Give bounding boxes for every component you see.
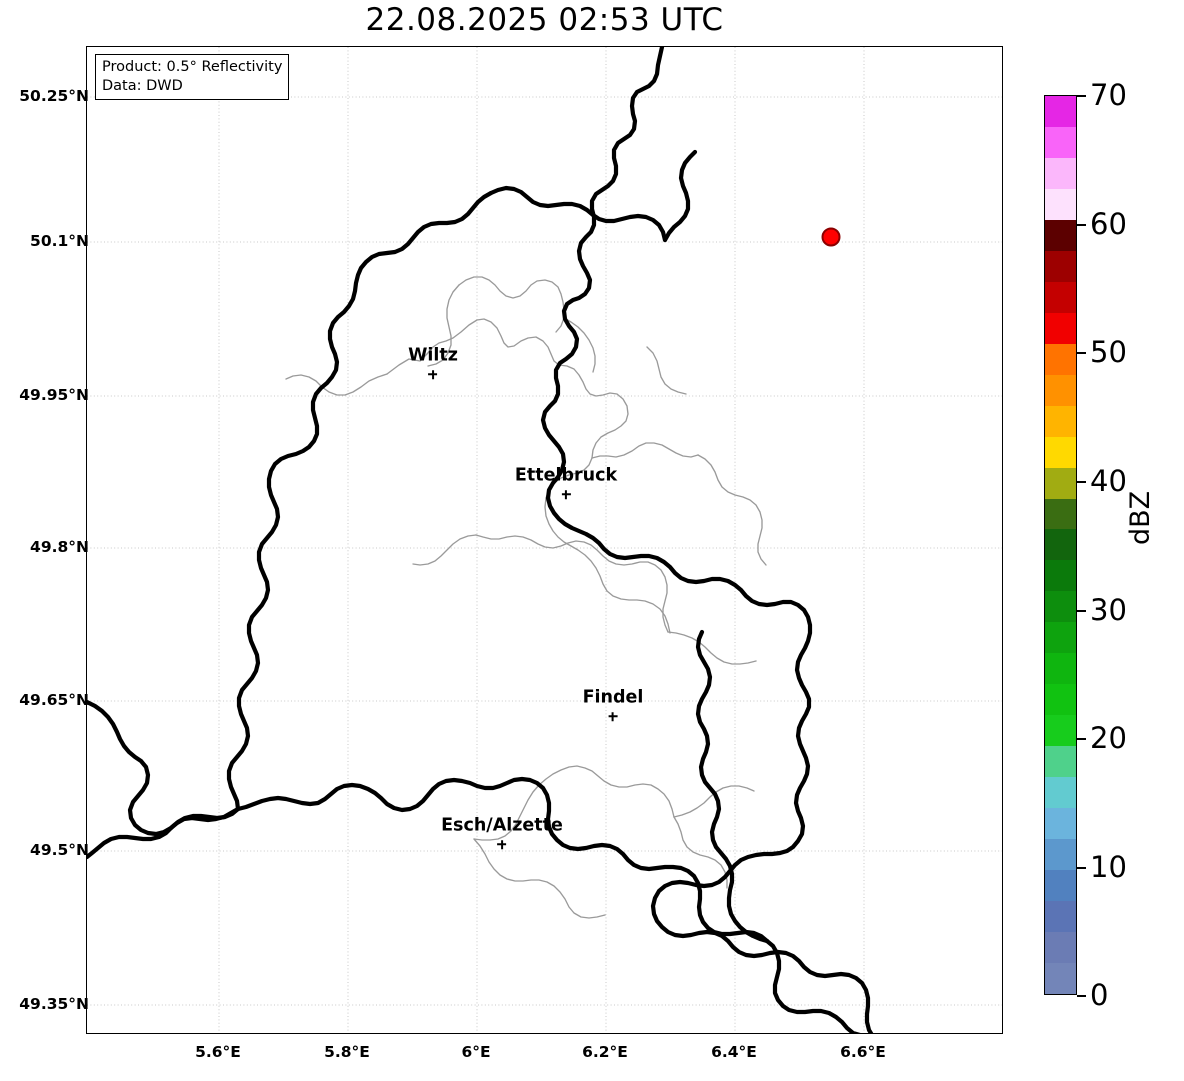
colorbar-tick-mark [1077, 738, 1086, 740]
colorbar-band [1045, 343, 1076, 375]
xtick-label: 6.2°E [582, 1043, 628, 1061]
colorbar-band [1045, 715, 1076, 747]
district-boundaries [285, 276, 767, 919]
ytick-label: 50.25°N [19, 87, 89, 105]
colorbar-tick-mark [1077, 995, 1086, 997]
city-marker-icon [428, 369, 438, 379]
city-label-esch-alzette: Esch/Alzette [441, 817, 563, 849]
info-data-line: Data: DWD [102, 77, 183, 94]
colorbar-tick-label: 10 [1090, 850, 1127, 884]
colorbar-tick-label: 60 [1090, 207, 1127, 241]
colorbar-tick-label: 30 [1090, 593, 1127, 627]
colorbar-band [1045, 963, 1076, 994]
city-name-findel: Findel [582, 687, 644, 708]
colorbar-band [1045, 560, 1076, 592]
colorbar-band [1045, 591, 1076, 623]
colorbar[interactable] [1044, 95, 1077, 995]
colorbar-tick-mark [1077, 352, 1086, 354]
city-marker-icon [497, 839, 507, 849]
info-product-line: Product: 0.5° Reflectivity [102, 59, 283, 75]
xtick-label: 5.6°E [195, 1043, 241, 1061]
colorbar-tick-label: 20 [1090, 721, 1127, 755]
city-name-ettelbruck: Ettelbruck [514, 465, 618, 486]
colorbar-band [1045, 653, 1076, 685]
colorbar-band [1045, 436, 1076, 468]
colorbar-band [1045, 95, 1076, 127]
colorbar-band [1045, 157, 1076, 189]
colorbar-band [1045, 808, 1076, 840]
colorbar-band [1045, 839, 1076, 871]
colorbar-band [1045, 777, 1076, 809]
product-info-box: Product: 0.5° Reflectivity Data: DWD [95, 54, 290, 101]
ytick-label: 49.95°N [19, 386, 89, 404]
colorbar-band [1045, 498, 1076, 530]
colorbar-band [1045, 188, 1076, 220]
city-marker-icon [561, 489, 571, 499]
colorbar-band [1045, 684, 1076, 716]
colorbar-band [1045, 901, 1076, 933]
colorbar-band [1045, 870, 1076, 902]
city-label-wiltz: Wiltz [408, 347, 458, 379]
colorbar-band [1045, 126, 1076, 158]
xtick-label: 6.6°E [840, 1043, 886, 1061]
colorbar-tick-mark [1077, 95, 1086, 97]
city-label-ettelbruck: Ettelbruck [515, 467, 617, 499]
city-marker-icon [608, 711, 618, 721]
colorbar-band [1045, 746, 1076, 778]
ytick-label: 49.35°N [19, 995, 89, 1013]
colorbar-tick-label: 0 [1090, 978, 1109, 1012]
ytick-label: 50.1°N [30, 232, 89, 250]
radar-echo-point[interactable] [821, 227, 841, 247]
page-title: 22.08.2025 02:53 UTC [365, 2, 724, 38]
colorbar-tick-label: 50 [1090, 335, 1127, 369]
colorbar-tick-mark [1077, 224, 1086, 226]
colorbar-band [1045, 622, 1076, 654]
ytick-label: 49.8°N [30, 538, 89, 556]
xtick-label: 5.8°E [324, 1043, 370, 1061]
colorbar-band [1045, 467, 1076, 499]
colorbar-band [1045, 932, 1076, 964]
map-geometry [87, 47, 1002, 1033]
colorbar-band [1045, 405, 1076, 437]
colorbar-tick-label: 70 [1090, 78, 1127, 112]
colorbar-band [1045, 374, 1076, 406]
colorbar-band [1045, 250, 1076, 282]
xtick-label: 6°E [461, 1043, 491, 1061]
colorbar-tick-label: 40 [1090, 464, 1127, 498]
colorbar-band [1045, 529, 1076, 561]
xtick-label: 6.4°E [711, 1043, 757, 1061]
colorbar-band [1045, 312, 1076, 344]
city-label-findel: Findel [582, 687, 644, 721]
colorbar-tick-mark [1077, 867, 1086, 869]
colorbar-tick-mark [1077, 481, 1086, 483]
map-gridlines [87, 47, 1002, 1033]
colorbar-tick-mark [1077, 610, 1086, 612]
city-name-wiltz: Wiltz [408, 345, 458, 366]
national-borders [87, 47, 874, 1033]
colorbar-axis-label: dBZ [1125, 490, 1156, 545]
map-plot-area[interactable]: Product: 0.5° Reflectivity Data: DWD Wil… [86, 46, 1003, 1034]
colorbar-band [1045, 219, 1076, 251]
ytick-label: 49.5°N [30, 841, 89, 859]
ytick-label: 49.65°N [19, 691, 89, 709]
colorbar-band [1045, 281, 1076, 313]
city-name-esch-alzette: Esch/Alzette [441, 815, 563, 836]
